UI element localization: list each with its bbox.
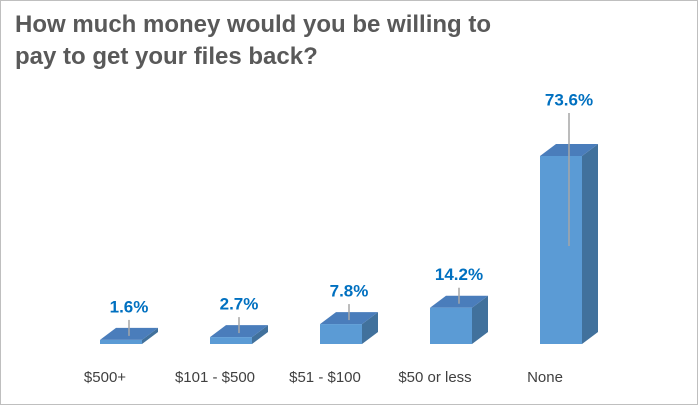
data-label: 7.8% (330, 282, 369, 301)
data-label: 2.7% (220, 295, 259, 314)
x-tick-label: $51 - $100 (289, 369, 361, 386)
x-tick-label: $50 or less (398, 369, 471, 386)
bar (540, 156, 582, 344)
bar-side (472, 295, 488, 344)
bar-side (582, 144, 598, 344)
data-label: 14.2% (435, 265, 483, 284)
data-label: 1.6% (110, 297, 149, 316)
bar (210, 337, 252, 344)
bar (430, 307, 472, 344)
x-tick-label: None (527, 369, 563, 386)
chart-title: How much money would you be willing to p… (15, 11, 492, 70)
x-tick-label: $500+ (84, 369, 126, 386)
bar-side (142, 327, 158, 344)
bar-side (252, 325, 268, 344)
x-tick-label: $101 - $500 (175, 369, 255, 386)
bar (100, 339, 142, 344)
data-label: 73.6% (545, 90, 593, 109)
bar (320, 324, 362, 344)
bar-side (362, 312, 378, 344)
